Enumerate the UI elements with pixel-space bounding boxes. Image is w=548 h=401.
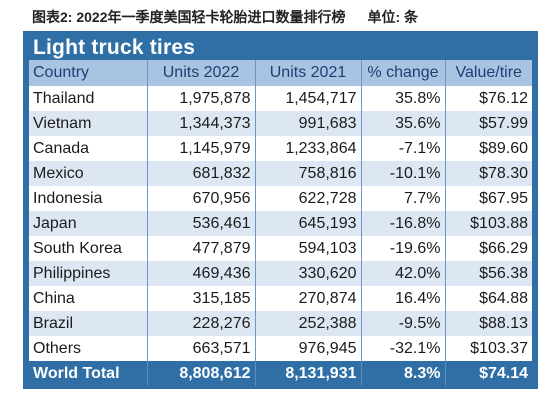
column-header-units-2022: Units 2022: [147, 60, 256, 86]
cell-percent-change: -16.8%: [361, 211, 446, 236]
cell-value-per-tire: $78.30: [445, 161, 532, 186]
cell-value-per-tire: $103.37: [445, 336, 532, 361]
cell-units-2021: 645,193: [255, 211, 362, 236]
cell-percent-change: 35.8%: [361, 86, 446, 111]
total-percent-change: 8.3%: [361, 361, 446, 386]
cell-units-2021: 1,454,717: [255, 86, 362, 111]
data-table: Country Units 2022 Units 2021 % change V…: [29, 60, 532, 386]
cell-percent-change: -7.1%: [361, 136, 446, 161]
cell-units-2021: 330,620: [255, 261, 362, 286]
cell-units-2022: 670,956: [147, 186, 256, 211]
table-row: Indonesia 670,956 622,728 7.7% $67.95: [29, 186, 532, 211]
total-units-2022: 8,808,612: [147, 361, 256, 386]
cell-value-per-tire: $64.88: [445, 286, 532, 311]
cell-country: Vietnam: [29, 111, 148, 136]
cell-value-per-tire: $76.12: [445, 86, 532, 111]
figure-caption: 图表2: 2022年一季度美国轻卡轮胎进口数量排行榜 单位: 条: [32, 7, 418, 27]
cell-value-per-tire: $88.13: [445, 311, 532, 336]
cell-units-2022: 681,832: [147, 161, 256, 186]
total-row: World Total 8,808,612 8,131,931 8.3% $74…: [29, 361, 532, 386]
cell-value-per-tire: $57.99: [445, 111, 532, 136]
cell-country: South Korea: [29, 236, 148, 261]
cell-value-per-tire: $103.88: [445, 211, 532, 236]
cell-units-2022: 1,145,979: [147, 136, 256, 161]
table-row: Thailand 1,975,878 1,454,717 35.8% $76.12: [29, 86, 532, 111]
cell-country: Others: [29, 336, 148, 361]
cell-units-2021: 270,874: [255, 286, 362, 311]
cell-units-2021: 622,728: [255, 186, 362, 211]
unit-label: 单位: 条: [367, 9, 419, 25]
column-header-percent-change: % change: [361, 60, 446, 86]
cell-units-2021: 976,945: [255, 336, 362, 361]
table-row: Brazil 228,276 252,388 -9.5% $88.13: [29, 311, 532, 336]
cell-country: Japan: [29, 211, 148, 236]
cell-percent-change: -9.5%: [361, 311, 446, 336]
cell-country: Canada: [29, 136, 148, 161]
table-row: Philippines 469,436 330,620 42.0% $56.38: [29, 261, 532, 286]
cell-value-per-tire: $67.95: [445, 186, 532, 211]
cell-percent-change: -32.1%: [361, 336, 446, 361]
table-row: Canada 1,145,979 1,233,864 -7.1% $89.60: [29, 136, 532, 161]
cell-percent-change: -19.6%: [361, 236, 446, 261]
cell-percent-change: 35.6%: [361, 111, 446, 136]
cell-units-2021: 252,388: [255, 311, 362, 336]
cell-country: Brazil: [29, 311, 148, 336]
column-header-country: Country: [29, 60, 148, 86]
column-header-units-2021: Units 2021: [255, 60, 362, 86]
total-value-per-tire: $74.14: [445, 361, 532, 386]
column-header-value-per-tire: Value/tire: [445, 60, 532, 86]
table-row: South Korea 477,879 594,103 -19.6% $66.29: [29, 236, 532, 261]
cell-units-2022: 536,461: [147, 211, 256, 236]
cell-country: Mexico: [29, 161, 148, 186]
cell-value-per-tire: $89.60: [445, 136, 532, 161]
total-label: World Total: [29, 361, 148, 386]
cell-units-2021: 758,816: [255, 161, 362, 186]
table-row: Mexico 681,832 758,816 -10.1% $78.30: [29, 161, 532, 186]
table-frame: Light truck tires Country Units 2022 Uni…: [23, 31, 538, 389]
cell-country: Thailand: [29, 86, 148, 111]
cell-country: Philippines: [29, 261, 148, 286]
table-title: Light truck tires: [33, 36, 196, 59]
total-units-2021: 8,131,931: [255, 361, 362, 386]
cell-percent-change: 7.7%: [361, 186, 446, 211]
cell-units-2022: 228,276: [147, 311, 256, 336]
table-row: China 315,185 270,874 16.4% $64.88: [29, 286, 532, 311]
cell-units-2022: 1,975,878: [147, 86, 256, 111]
cell-units-2022: 477,879: [147, 236, 256, 261]
cell-percent-change: -10.1%: [361, 161, 446, 186]
cell-value-per-tire: $56.38: [445, 261, 532, 286]
table-body: Thailand 1,975,878 1,454,717 35.8% $76.12 Vie…: [29, 86, 532, 361]
cell-units-2021: 991,683: [255, 111, 362, 136]
header-row: Country Units 2022 Units 2021 % change V…: [29, 60, 532, 86]
cell-units-2021: 594,103: [255, 236, 362, 261]
table-row: Japan 536,461 645,193 -16.8% $103.88: [29, 211, 532, 236]
cell-units-2022: 1,344,373: [147, 111, 256, 136]
cell-units-2022: 663,571: [147, 336, 256, 361]
cell-percent-change: 16.4%: [361, 286, 446, 311]
table-row: Others 663,571 976,945 -32.1% $103.37: [29, 336, 532, 361]
cell-value-per-tire: $66.29: [445, 236, 532, 261]
table-row: Vietnam 1,344,373 991,683 35.6% $57.99: [29, 111, 532, 136]
cell-percent-change: 42.0%: [361, 261, 446, 286]
cell-units-2022: 315,185: [147, 286, 256, 311]
cell-units-2022: 469,436: [147, 261, 256, 286]
cell-country: China: [29, 286, 148, 311]
cell-units-2021: 1,233,864: [255, 136, 362, 161]
cell-country: Indonesia: [29, 186, 148, 211]
figure-title: 图表2: 2022年一季度美国轻卡轮胎进口数量排行榜: [32, 9, 346, 25]
